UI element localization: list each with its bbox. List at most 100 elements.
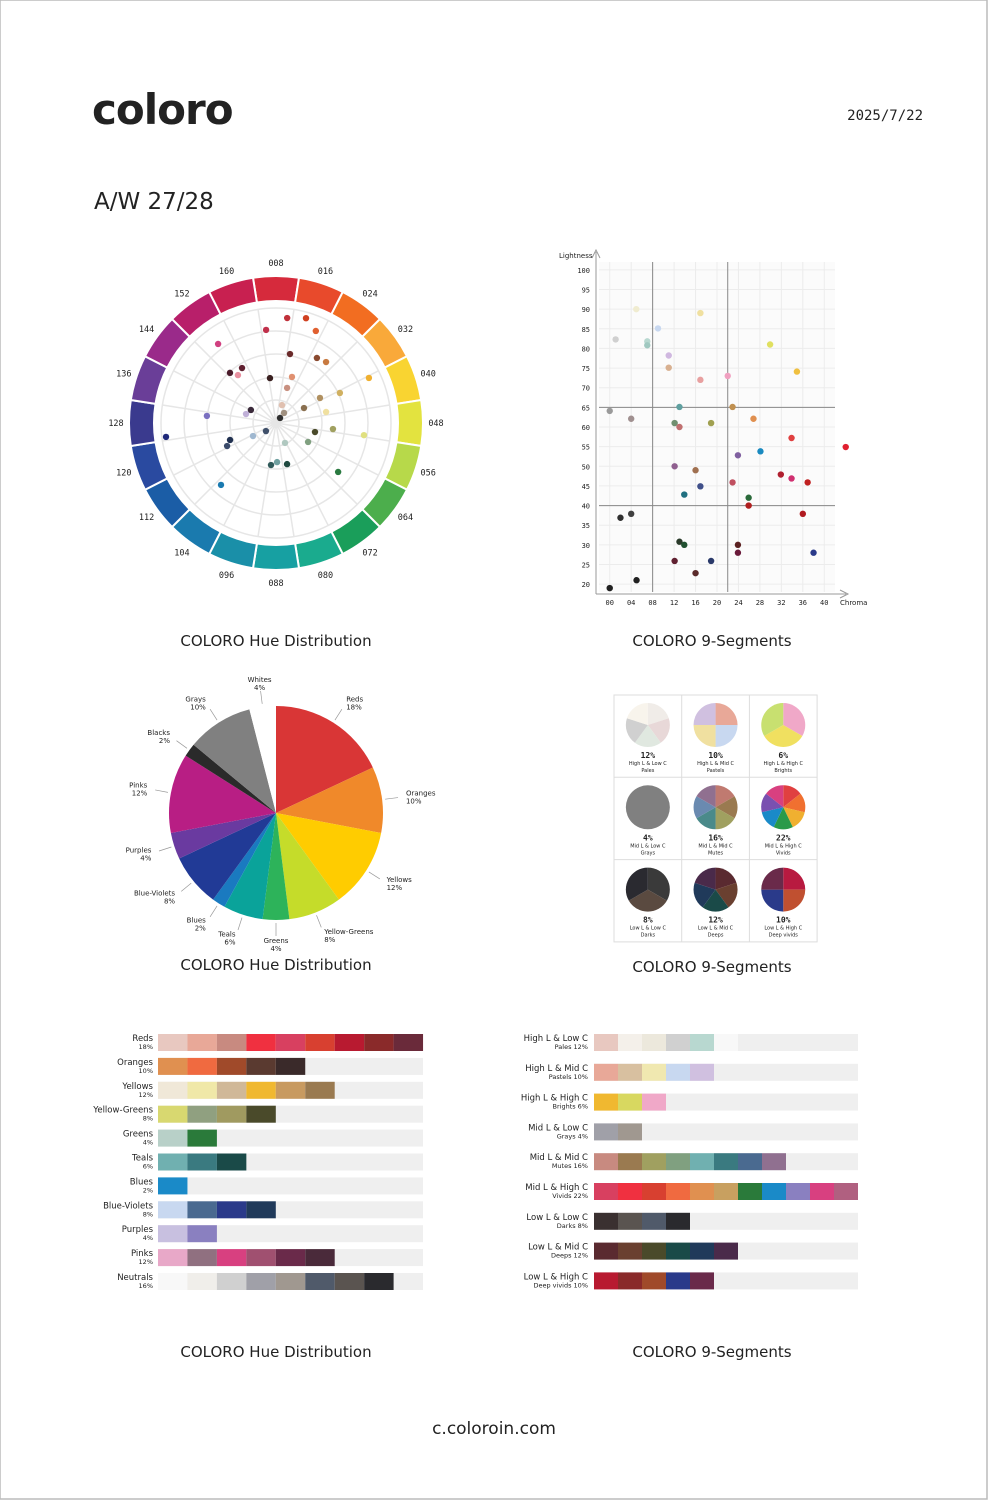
hue-tick-label: 112 bbox=[139, 513, 154, 523]
y-tick-label: 85 bbox=[582, 326, 590, 334]
color-swatch bbox=[158, 1105, 188, 1123]
row-label: High L & Mid C bbox=[525, 1064, 588, 1074]
leader-line bbox=[385, 797, 399, 800]
pie-value-label: 6% bbox=[224, 939, 235, 947]
row-sublabel: Mutes 16% bbox=[552, 1162, 588, 1170]
color-point bbox=[671, 419, 678, 427]
color-point bbox=[676, 538, 683, 545]
x-axis bbox=[596, 589, 850, 599]
segment-pie-slice bbox=[715, 807, 735, 830]
y-tick-label: 65 bbox=[582, 404, 590, 412]
pie-label: Blacks bbox=[147, 729, 170, 737]
color-point bbox=[217, 481, 225, 489]
segment-percent: 10% bbox=[708, 751, 723, 760]
hue-tick-label: 048 bbox=[428, 419, 443, 429]
grid-spoke bbox=[223, 422, 277, 526]
color-point bbox=[606, 584, 613, 592]
color-point bbox=[729, 403, 736, 411]
grid-circle bbox=[160, 307, 392, 539]
color-point bbox=[365, 374, 373, 382]
segment-pie-slice bbox=[715, 796, 738, 819]
hue-tick-label: 064 bbox=[398, 513, 413, 523]
segment-pie-slice bbox=[783, 793, 806, 813]
segment-label: High L & Mid C bbox=[697, 761, 734, 767]
row-label: Blue-Violets bbox=[103, 1201, 153, 1211]
color-point bbox=[692, 569, 699, 577]
color-swatch bbox=[618, 1123, 642, 1141]
x-tick-label: 28 bbox=[756, 599, 764, 607]
color-point bbox=[334, 468, 342, 476]
y-tick-label: 80 bbox=[582, 345, 590, 353]
color-swatch bbox=[642, 1242, 666, 1260]
row-sublabel: 4% bbox=[143, 1139, 153, 1147]
pie-slice bbox=[193, 709, 276, 813]
color-swatch bbox=[618, 1272, 642, 1290]
segment-pie-slice bbox=[715, 785, 735, 808]
color-point bbox=[757, 448, 764, 455]
pie-label: Yellow-Greens bbox=[323, 928, 374, 936]
color-point bbox=[750, 415, 757, 422]
segment-pie-slice bbox=[764, 725, 803, 748]
color-swatch bbox=[305, 1249, 335, 1267]
leader-line bbox=[155, 789, 169, 793]
color-point bbox=[617, 514, 624, 521]
color-point bbox=[654, 325, 662, 332]
segment-percent: 12% bbox=[641, 751, 656, 760]
color-swatch bbox=[393, 1034, 424, 1051]
color-swatch bbox=[594, 1123, 618, 1141]
hue-segment bbox=[128, 398, 157, 448]
color-point bbox=[804, 479, 811, 486]
pie-value-label: 18% bbox=[346, 703, 362, 711]
color-swatch bbox=[216, 1105, 247, 1123]
grid-spoke bbox=[257, 309, 277, 424]
color-point bbox=[612, 336, 619, 343]
color-swatch bbox=[690, 1272, 714, 1290]
segment-percent: 8% bbox=[643, 916, 653, 925]
color-point bbox=[288, 373, 296, 381]
segment-pie-slice bbox=[696, 785, 716, 808]
row-label: Low L & Low C bbox=[526, 1213, 588, 1223]
segment-pie-slice bbox=[647, 703, 669, 725]
footer-url: c.coloroin.com bbox=[432, 1419, 556, 1439]
segment-pie-slice bbox=[761, 867, 784, 890]
color-swatch bbox=[690, 1034, 714, 1051]
grid-spoke bbox=[275, 341, 358, 424]
color-swatch bbox=[594, 1034, 618, 1051]
row-sublabel: 10% bbox=[139, 1067, 153, 1075]
grid-spoke bbox=[162, 404, 277, 424]
hue-tick-label: 128 bbox=[108, 419, 123, 429]
color-swatch bbox=[158, 1129, 188, 1147]
grid-spoke bbox=[275, 422, 295, 537]
hue-tick-label: 144 bbox=[139, 325, 154, 335]
color-point bbox=[316, 394, 324, 402]
segment-percent: 10% bbox=[776, 916, 791, 925]
hue-segment bbox=[207, 276, 259, 316]
y-tick-label: 20 bbox=[582, 581, 590, 589]
color-point bbox=[304, 438, 312, 446]
grid-spoke bbox=[173, 422, 277, 476]
color-swatch bbox=[618, 1242, 642, 1260]
row-label: Mid L & High C bbox=[525, 1183, 588, 1193]
pie-value-label: 10% bbox=[190, 703, 206, 711]
color-point bbox=[281, 439, 289, 447]
color-point bbox=[810, 549, 817, 556]
row-label: Greens bbox=[123, 1130, 154, 1140]
color-swatch bbox=[187, 1034, 217, 1051]
color-point bbox=[249, 432, 257, 440]
color-point bbox=[226, 369, 234, 377]
row-label: Blues bbox=[130, 1177, 154, 1187]
segment-pie-slice bbox=[715, 867, 737, 890]
y-tick-label: 50 bbox=[582, 463, 590, 471]
segment-label: Mid L & Low C bbox=[630, 843, 666, 849]
color-swatch bbox=[714, 1034, 738, 1051]
color-point bbox=[242, 410, 250, 418]
segment-pie-slice bbox=[766, 785, 784, 808]
row-label: Low L & High C bbox=[524, 1272, 588, 1282]
leader-line bbox=[181, 882, 192, 892]
segment-pie-slice bbox=[693, 703, 716, 725]
color-point bbox=[697, 309, 704, 317]
color-swatch bbox=[642, 1183, 666, 1200]
row-label: High L & High C bbox=[521, 1094, 588, 1104]
row-label: Yellow-Greens bbox=[92, 1106, 153, 1116]
segment-pie-slice bbox=[761, 807, 784, 828]
